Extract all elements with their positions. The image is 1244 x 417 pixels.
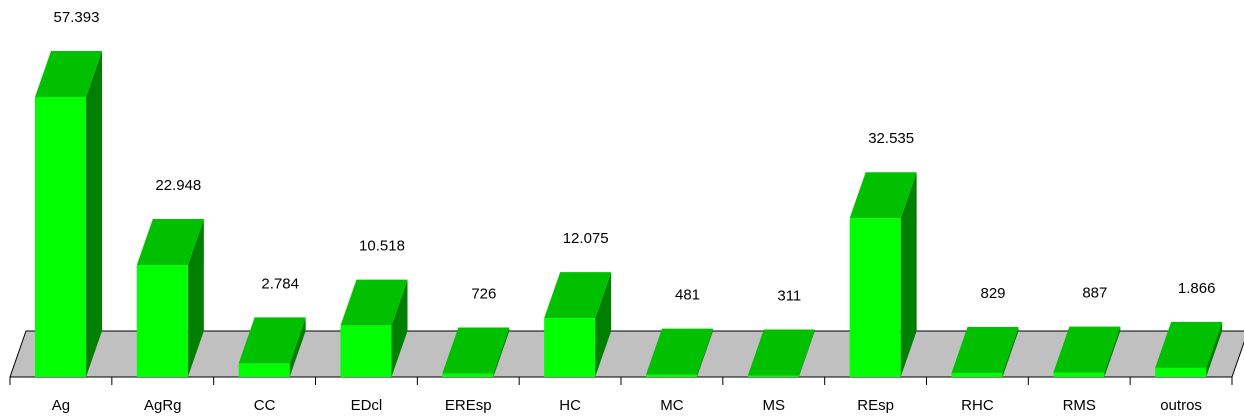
bar-top bbox=[849, 172, 917, 219]
bar-top bbox=[442, 327, 510, 374]
bar bbox=[442, 373, 494, 377]
bar-top bbox=[1155, 321, 1223, 368]
x-tick-label: MS bbox=[763, 397, 786, 414]
bar bbox=[646, 374, 697, 377]
bar bbox=[747, 375, 799, 377]
x-tick-label: CC bbox=[254, 397, 276, 414]
x-tick-label: outros bbox=[1160, 397, 1202, 414]
bar bbox=[238, 363, 290, 377]
bar-side bbox=[1002, 326, 1019, 377]
x-tick-label: Ag bbox=[52, 397, 70, 414]
bar-top bbox=[747, 329, 815, 376]
bar-top bbox=[1053, 326, 1121, 373]
x-tick-label: REsp bbox=[857, 397, 894, 414]
bar bbox=[35, 97, 86, 377]
bar-side bbox=[697, 328, 713, 377]
x-tick-label: EREsp bbox=[445, 397, 492, 414]
bar-side bbox=[1206, 321, 1223, 377]
bar-top bbox=[646, 328, 713, 375]
bar-side bbox=[289, 317, 306, 377]
bar bbox=[136, 265, 188, 377]
x-tick-label: RMS bbox=[1063, 397, 1096, 414]
bar-side bbox=[1104, 326, 1121, 377]
bar bbox=[1155, 367, 1207, 377]
bar-top bbox=[951, 326, 1019, 373]
bar-top bbox=[544, 272, 612, 319]
bar bbox=[1053, 372, 1105, 377]
bar-side bbox=[187, 219, 204, 377]
value-label: 22.948 bbox=[155, 177, 201, 194]
x-tick-label: RHC bbox=[961, 397, 994, 414]
value-label: 311 bbox=[777, 287, 801, 304]
bar bbox=[544, 318, 596, 377]
value-label: 12.075 bbox=[563, 230, 609, 247]
value-label: 829 bbox=[980, 285, 1005, 302]
x-tick-label: MC bbox=[660, 397, 683, 414]
value-label: 10.518 bbox=[359, 238, 405, 255]
bar-top bbox=[35, 51, 102, 97]
bar-side bbox=[391, 279, 408, 377]
value-label: 32.535 bbox=[868, 130, 914, 147]
x-tick-label: EDcl bbox=[351, 397, 383, 414]
bar-side bbox=[900, 172, 917, 377]
value-label: 887 bbox=[1082, 285, 1107, 302]
bar bbox=[849, 218, 901, 377]
x-tick-label: HC bbox=[559, 397, 581, 414]
bar bbox=[951, 372, 1003, 377]
value-label: 57.393 bbox=[54, 9, 100, 26]
bar-side bbox=[86, 51, 102, 377]
bar-top bbox=[136, 219, 204, 266]
bar-top bbox=[238, 317, 306, 364]
bar-side bbox=[595, 272, 612, 377]
value-label: 481 bbox=[675, 287, 700, 304]
bar bbox=[340, 325, 392, 377]
value-label: 726 bbox=[471, 285, 496, 302]
bar-side bbox=[798, 329, 815, 377]
bar-top bbox=[340, 279, 408, 326]
value-label: 2.784 bbox=[261, 275, 299, 292]
x-tick-label: AgRg bbox=[144, 397, 182, 414]
bar-side bbox=[493, 327, 510, 377]
value-label: 1.866 bbox=[1178, 280, 1216, 297]
